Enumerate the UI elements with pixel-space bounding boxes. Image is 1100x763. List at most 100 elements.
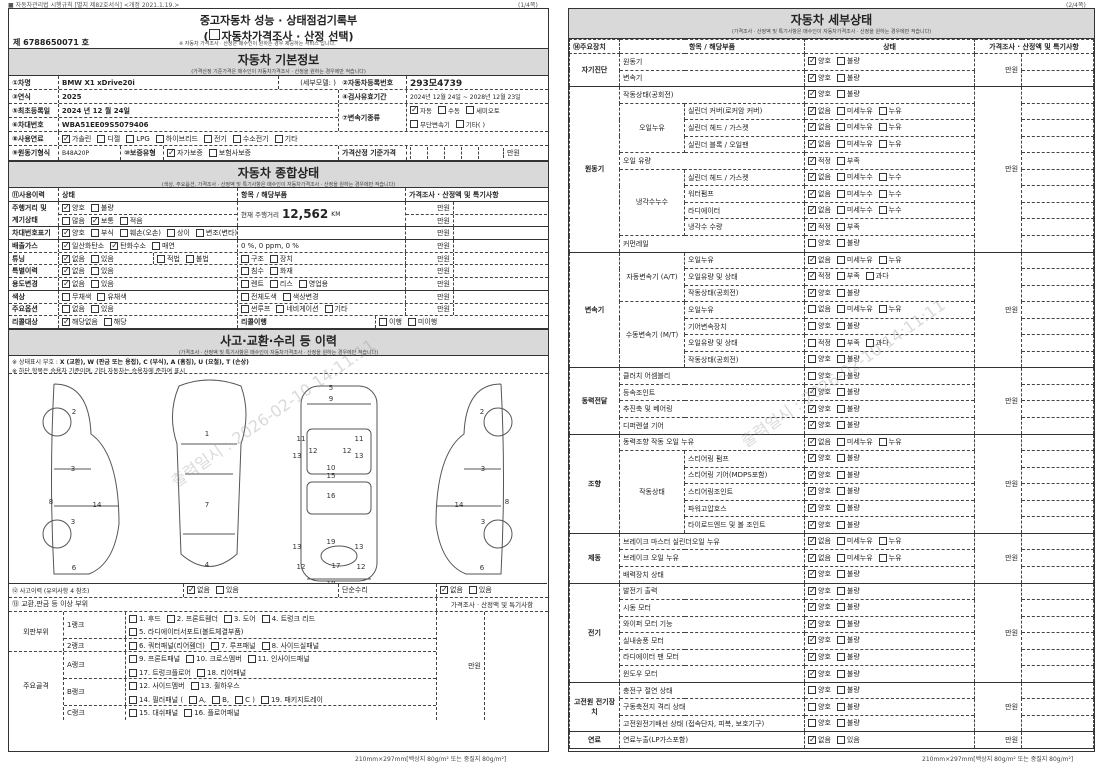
checkbox-option[interactable]: 유채색 bbox=[97, 292, 127, 302]
checkbox-option[interactable]: 양호 bbox=[808, 586, 831, 596]
checkbox[interactable] bbox=[247, 655, 256, 664]
notes[interactable] bbox=[1021, 400, 1095, 419]
checkbox[interactable] bbox=[836, 603, 845, 612]
checkbox-option[interactable]: 양호 bbox=[808, 569, 831, 579]
checkbox[interactable] bbox=[808, 603, 817, 612]
checkbox[interactable] bbox=[62, 279, 70, 288]
checkbox[interactable] bbox=[468, 586, 477, 595]
notes[interactable] bbox=[1021, 135, 1095, 154]
part-checkbox[interactable]: 19. 패키지트레이 bbox=[260, 695, 323, 705]
checkbox-option[interactable]: 누유 bbox=[878, 255, 902, 265]
checkbox-option[interactable]: 디젤 bbox=[97, 134, 120, 144]
checkbox-option[interactable]: 양호 bbox=[808, 404, 831, 414]
part-checkbox[interactable]: C ) bbox=[235, 695, 255, 704]
checkbox-option[interactable]: 양호 bbox=[808, 652, 831, 662]
notes[interactable] bbox=[1021, 383, 1095, 402]
notes[interactable] bbox=[454, 215, 547, 228]
checkbox[interactable] bbox=[836, 537, 845, 546]
checkbox-option[interactable]: 변조(변타) bbox=[195, 228, 237, 238]
checkbox[interactable] bbox=[210, 641, 219, 650]
checkbox[interactable] bbox=[836, 355, 845, 364]
checkbox[interactable] bbox=[808, 288, 817, 297]
checkbox-option[interactable]: 불량 bbox=[836, 453, 860, 463]
checkbox-option[interactable]: 일산화탄소 bbox=[62, 241, 104, 251]
checkbox[interactable] bbox=[215, 586, 224, 595]
checkbox[interactable] bbox=[62, 318, 70, 327]
checkbox-option[interactable]: 불량 bbox=[836, 73, 860, 83]
checkbox[interactable] bbox=[836, 619, 845, 628]
checkbox[interactable] bbox=[836, 454, 845, 463]
checkbox-option[interactable]: 불법 bbox=[185, 254, 209, 264]
checkbox[interactable] bbox=[808, 487, 817, 496]
checkbox[interactable] bbox=[836, 322, 845, 331]
checkbox[interactable] bbox=[836, 239, 845, 248]
checkbox-option[interactable]: 양호 bbox=[808, 635, 831, 645]
checkbox[interactable] bbox=[808, 454, 817, 463]
checkbox-option[interactable]: 훼손(오손) bbox=[119, 228, 161, 238]
checkbox-option[interactable]: 미세누수 bbox=[836, 189, 873, 199]
checkbox-option[interactable]: 양호 bbox=[808, 503, 831, 513]
checkbox[interactable] bbox=[235, 695, 244, 704]
checkbox[interactable] bbox=[836, 686, 845, 695]
checkbox-option[interactable]: 무채색 bbox=[62, 292, 91, 302]
checkbox-option[interactable]: 네비게이션 bbox=[276, 304, 319, 314]
checkbox-option[interactable]: 양호 bbox=[808, 288, 831, 298]
checkbox[interactable] bbox=[808, 371, 817, 380]
checkbox[interactable] bbox=[189, 695, 198, 704]
checkbox[interactable] bbox=[90, 279, 99, 288]
checkbox[interactable] bbox=[261, 641, 270, 650]
checkbox-option[interactable]: 불량 bbox=[836, 635, 860, 645]
part-checkbox[interactable]: 10. 크로스멤버 bbox=[186, 654, 242, 664]
checkbox-option[interactable]: 영업용 bbox=[298, 279, 328, 289]
checkbox-option[interactable]: 전기 bbox=[203, 134, 227, 144]
notes[interactable] bbox=[1021, 251, 1095, 270]
checkbox[interactable] bbox=[808, 520, 817, 529]
checkbox-option[interactable]: 양호 bbox=[808, 238, 831, 248]
checkbox-option[interactable]: 누유 bbox=[878, 553, 902, 563]
checkbox[interactable] bbox=[155, 134, 164, 143]
checkbox-option[interactable]: 불량 bbox=[836, 520, 860, 530]
checkbox-option[interactable]: 미세누수 bbox=[836, 172, 873, 182]
checkbox-option[interactable]: 누수 bbox=[878, 205, 902, 215]
part-checkbox[interactable]: A, bbox=[189, 695, 206, 704]
checkbox[interactable] bbox=[836, 520, 845, 529]
checkbox-option[interactable]: 과다 bbox=[865, 338, 889, 348]
checkbox[interactable] bbox=[157, 254, 165, 263]
checkbox-option[interactable]: 부식 bbox=[90, 228, 114, 238]
checkbox[interactable] bbox=[836, 404, 845, 413]
checkbox[interactable] bbox=[185, 254, 194, 263]
checkbox[interactable] bbox=[865, 272, 874, 281]
checkbox-option[interactable]: 불량 bbox=[836, 669, 860, 679]
notes[interactable] bbox=[1021, 367, 1095, 385]
checkbox[interactable] bbox=[187, 586, 195, 595]
checkbox-option[interactable]: 없음 bbox=[62, 254, 85, 264]
checkbox[interactable] bbox=[808, 90, 817, 99]
notes[interactable] bbox=[1021, 433, 1095, 452]
checkbox[interactable] bbox=[808, 735, 817, 744]
checkbox-option[interactable]: 있음 bbox=[90, 266, 114, 276]
checkbox[interactable] bbox=[808, 686, 817, 695]
checkbox[interactable] bbox=[129, 668, 137, 677]
checkbox-option[interactable]: 불량 bbox=[836, 586, 860, 596]
checkbox-option[interactable]: 세미오토 bbox=[465, 105, 500, 115]
checkbox[interactable] bbox=[203, 134, 212, 143]
checkbox[interactable] bbox=[808, 305, 817, 314]
checkbox[interactable] bbox=[129, 628, 137, 637]
checkbox[interactable] bbox=[241, 305, 249, 314]
notes[interactable] bbox=[1021, 350, 1095, 369]
part-checkbox[interactable]: 13. 휠하우스 bbox=[190, 681, 240, 691]
checkbox-option[interactable]: 양호 bbox=[808, 602, 831, 612]
checkbox[interactable] bbox=[167, 149, 175, 157]
checkbox-option[interactable]: 불량 bbox=[836, 371, 860, 381]
checkbox[interactable] bbox=[282, 292, 291, 301]
checkbox-option[interactable]: 누유 bbox=[878, 106, 902, 116]
checkbox-option[interactable]: 미세누유 bbox=[836, 255, 873, 265]
checkbox[interactable] bbox=[62, 229, 70, 238]
checkbox-option[interactable]: 적정 bbox=[808, 271, 831, 281]
notes[interactable] bbox=[1021, 450, 1095, 468]
checkbox-option[interactable]: 없음 bbox=[808, 255, 831, 265]
checkbox[interactable] bbox=[808, 702, 817, 711]
checkbox[interactable] bbox=[274, 134, 283, 143]
price-digit-box[interactable] bbox=[444, 147, 461, 159]
checkbox[interactable] bbox=[151, 241, 160, 250]
